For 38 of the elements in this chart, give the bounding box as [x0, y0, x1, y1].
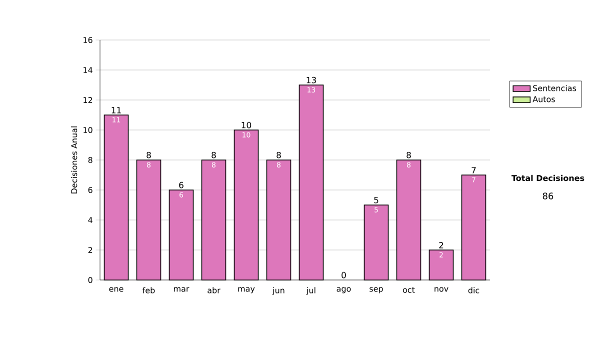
total-label: 0	[342, 272, 346, 278]
y-tick-label: 16	[84, 36, 92, 44]
text: Total Decisiones	[511, 174, 584, 182]
total-label: 8	[276, 152, 281, 158]
x-tick-label: nov	[434, 287, 448, 292]
total-label: 13	[306, 76, 316, 84]
x-tick-label: oct	[402, 287, 415, 293]
y-axis-title: Decisiones Anual	[70, 126, 78, 194]
x-tick-label: jul	[306, 287, 316, 295]
y-tick-label: 12	[84, 97, 92, 103]
total-label: 8	[146, 152, 151, 158]
total-label: 6	[179, 182, 184, 188]
x-tick-label: ene	[109, 287, 124, 292]
total-label: 8	[406, 152, 411, 158]
x-tick-label: mar	[174, 287, 190, 292]
x-tick-label: jun	[272, 287, 284, 295]
total-label: 10	[242, 122, 252, 128]
y-tick-label: 10	[84, 126, 92, 134]
text: 86	[542, 192, 554, 200]
x-tick-label: feb	[142, 287, 155, 294]
y-tick-label: 4	[88, 217, 92, 223]
total-label: 8	[212, 152, 216, 158]
legend-label: Autos	[532, 96, 555, 102]
total-label: 5	[374, 196, 378, 204]
x-tick-label: sep	[370, 287, 383, 294]
total-label: 2	[439, 242, 444, 248]
x-tick-label: may	[238, 287, 255, 294]
total-label: 11	[112, 107, 121, 114]
y-tick-label: 6	[88, 186, 92, 194]
total-label: 7	[472, 167, 476, 174]
x-tick-label: abr	[208, 287, 220, 294]
y-tick-label: 0	[88, 276, 92, 284]
legend-label: Sentencias	[533, 85, 576, 92]
y-tick-label: 8	[88, 156, 92, 164]
x-tick-label: dic	[468, 287, 480, 294]
x-tick-label: ago	[336, 287, 351, 294]
y-tick-label: 2	[88, 247, 92, 253]
y-tick-label: 14	[84, 67, 92, 73]
